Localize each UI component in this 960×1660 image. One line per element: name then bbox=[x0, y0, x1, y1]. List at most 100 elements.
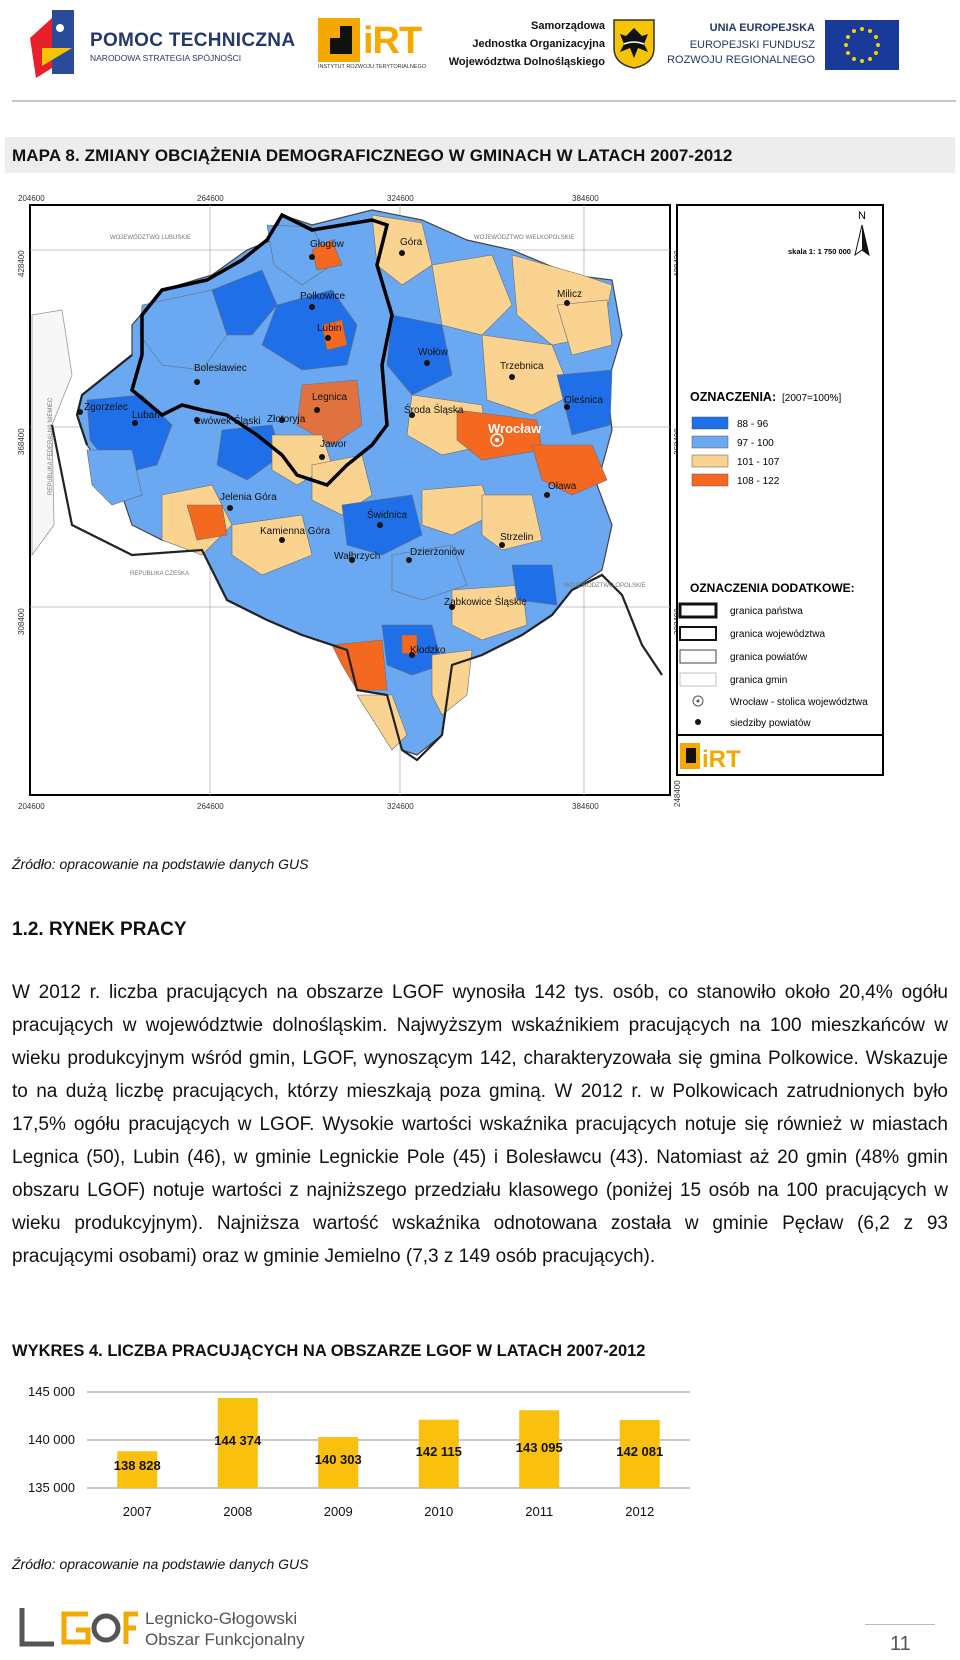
header-divider bbox=[12, 100, 956, 102]
x-tick-top-1: 204600 bbox=[18, 195, 45, 203]
city-gora: Góra bbox=[400, 237, 423, 248]
city-luban: Lubań bbox=[132, 410, 160, 421]
extra-label-1: granica państwa bbox=[730, 606, 803, 617]
city-milicz: Milicz bbox=[557, 289, 582, 300]
legend-label-2: 97 - 100 bbox=[737, 438, 774, 449]
extra-label-5: Wrocław - stolica województwa bbox=[730, 697, 868, 708]
data-label: 140 303 bbox=[315, 1452, 362, 1467]
eu-flag-icon bbox=[825, 20, 899, 70]
header: POMOC TECHNICZNA NARODOWA STRATEGIA SPÓJ… bbox=[0, 0, 960, 100]
label-opolskie: WOJEWÓDZTWO OPOLSKIE bbox=[564, 582, 646, 589]
data-label: 142 081 bbox=[616, 1444, 663, 1459]
legend-label-3: 101 - 107 bbox=[737, 457, 780, 468]
x-tick-label: 2011 bbox=[525, 1504, 553, 1519]
footer-logo: Legnicko-Głogowski Obszar Funkcjonalny bbox=[18, 1604, 318, 1654]
lgof-boundary bbox=[130, 212, 394, 488]
city-strzelin: Strzelin bbox=[500, 532, 533, 543]
extra-label-4: granica gmin bbox=[730, 675, 787, 686]
irt-map-box bbox=[676, 734, 884, 776]
city-jawor: Jawor bbox=[320, 439, 347, 450]
bar bbox=[418, 1419, 459, 1488]
legend-items: 88 - 96 97 - 100 101 - 107 108 - 122 bbox=[691, 416, 780, 487]
symbol-country-border bbox=[678, 602, 718, 619]
legend-swatch-1 bbox=[691, 416, 729, 430]
bar bbox=[519, 1410, 560, 1488]
chart-source: Źródło: opracowanie na podstawie danych … bbox=[12, 1556, 309, 1572]
pomoc-techniczna-emblem bbox=[30, 10, 74, 78]
extra-label-6: siedziby powiatów bbox=[730, 718, 811, 729]
country-border bbox=[50, 354, 663, 762]
eu-line2: EUROPEJSKI FUNDUSZ bbox=[689, 39, 815, 51]
bar bbox=[217, 1398, 258, 1488]
sjo-line3: Województwa Dolnośląskiego bbox=[448, 56, 605, 68]
bar bbox=[117, 1451, 158, 1488]
city-zgorzelec: Zgorzelec bbox=[84, 402, 128, 413]
city-jelenia-gora: Jelenia Góra bbox=[220, 492, 277, 503]
map-title: MAPA 8. ZMIANY OBCIĄŻENIA DEMOGRAFICZNEG… bbox=[12, 146, 733, 165]
pomoc-techniczna-title: POMOC TECHNICZNA bbox=[90, 30, 296, 51]
footer-line1: Legnicko-Głogowski bbox=[145, 1609, 298, 1628]
data-label: 138 828 bbox=[114, 1458, 161, 1473]
city-wroclaw: Wrocław bbox=[488, 421, 542, 436]
symbol-voivodeship-border bbox=[679, 626, 717, 641]
city-olesnica: Oleśnica bbox=[564, 395, 603, 406]
x-tick-top-2: 264600 bbox=[197, 195, 224, 203]
city-wolow: Wołów bbox=[418, 347, 449, 358]
legend-label-1: 88 - 96 bbox=[737, 419, 769, 430]
x-tick-top-3: 324600 bbox=[387, 195, 414, 203]
data-label: 143 095 bbox=[516, 1440, 563, 1455]
city-boleslawiec: Bolesławiec bbox=[194, 363, 247, 374]
x-tick-label: 2012 bbox=[625, 1504, 654, 1519]
y-tick-left-2: 368400 bbox=[17, 428, 26, 455]
bar-chart: 145 000 140 000 135 000 138 828 2007 144 374 2… bbox=[12, 1380, 732, 1535]
legend-swatch-3 bbox=[691, 454, 729, 468]
sjo-line1: Samorządowa bbox=[531, 20, 605, 32]
x-tick-bottom-1: 204600 bbox=[18, 802, 45, 811]
label-lubuskie: WOJEWÓDZTWO LUBUSKIE bbox=[110, 234, 191, 241]
page-number: 11 bbox=[890, 1633, 911, 1655]
city-legnica: Legnica bbox=[312, 392, 347, 403]
x-tick-label: 2007 bbox=[123, 1504, 152, 1519]
irt-subtitle: INSTYTUT ROZWOJU TERYTORIALNEGO bbox=[318, 64, 427, 70]
footer-line2: Obszar Funkcjonalny bbox=[145, 1630, 305, 1649]
legend-swatch-4 bbox=[691, 473, 729, 487]
footer-rule bbox=[865, 1624, 935, 1625]
eu-line3: ROZWOJU REGIONALNEGO bbox=[667, 54, 815, 66]
scale-label: skala 1: 1 750 000 bbox=[788, 247, 851, 256]
irt-map-text: iRT bbox=[702, 746, 741, 773]
label-niemcy: REPUBLIKA FEDERALNA NIEMIEC bbox=[48, 397, 54, 495]
label-czechy: REPUBLIKA CZESKA bbox=[130, 571, 189, 577]
legend-title: OZNACZENIA: bbox=[690, 390, 776, 404]
y-tick-label: 135 000 bbox=[28, 1480, 75, 1495]
sjo-line2: Jednostka Organizacyjna bbox=[472, 38, 605, 50]
map-figure: Głogów Góra Polkowice Milicz Lubin Wołów… bbox=[12, 194, 950, 835]
y-tick-left-1: 428400 bbox=[17, 250, 26, 277]
extra-legend-items: granica państwa granica województwa gran… bbox=[678, 602, 868, 729]
city-walbrzych: Wałbrzych bbox=[334, 551, 380, 562]
seat-symbol-icon bbox=[695, 719, 701, 725]
map-source: Źródło: opracowanie na podstawie danych … bbox=[12, 856, 309, 872]
city-klodzko: Kłodzko bbox=[410, 645, 446, 656]
city-olawa: Oława bbox=[548, 481, 577, 492]
chart-title: WYKRES 4. LICZBA PRACUJĄCYCH NA OBSZARZE… bbox=[12, 1342, 646, 1360]
city-zlotoryja: Złotoryja bbox=[267, 414, 306, 425]
map-title-bar bbox=[5, 137, 955, 173]
city-swidnica: Świdnica bbox=[367, 508, 407, 521]
lgof-logo-icon bbox=[19, 1608, 138, 1647]
extra-label-2: granica województwa bbox=[730, 629, 825, 640]
irt-emblem bbox=[318, 18, 360, 62]
city-glogow: Głogów bbox=[310, 239, 345, 250]
city-trzebnica: Trzebnica bbox=[500, 361, 544, 372]
x-tick-bottom-2: 264600 bbox=[197, 802, 224, 811]
y-tick-label: 140 000 bbox=[28, 1432, 75, 1447]
chart-svg: 145 000 140 000 135 000 138 828 2007 144 374 2… bbox=[28, 1384, 690, 1519]
legend-panel bbox=[676, 204, 884, 776]
section-paragraph: W 2012 r. liczba pracujących na obszarze… bbox=[12, 982, 948, 1267]
legend-note: [2007=100%] bbox=[782, 393, 841, 404]
x-tick-label: 2010 bbox=[424, 1504, 453, 1519]
eu-line1: UNIA EUROPEJSKA bbox=[709, 22, 815, 34]
city-zabkowice: Ząbkowice Śląskie bbox=[444, 595, 527, 608]
city-lwowek: Lwówek Śląski bbox=[195, 414, 261, 427]
city-lubin: Lubin bbox=[317, 323, 341, 334]
symbol-powiat-border bbox=[679, 649, 717, 664]
